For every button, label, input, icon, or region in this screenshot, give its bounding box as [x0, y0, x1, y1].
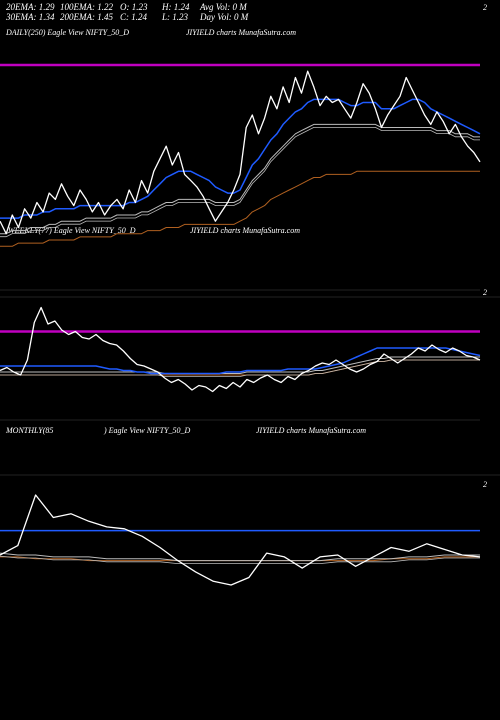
weekly-ema-blue-line [0, 347, 481, 375]
daily-ema-grey-line [0, 123, 480, 235]
avgvol-readout: Avg Vol: 0 M [200, 2, 247, 12]
daily-price-line [0, 70, 481, 235]
monthly-ema-grey-band-line [0, 555, 480, 564]
daily-panel-label: DAILY(250) Eagle View NIFTY_50_D [6, 28, 130, 37]
weekly-price-line [0, 306, 481, 393]
daily-ema-grey-band-line [0, 127, 480, 238]
monthly-panel-label: MONTHLY(85 [6, 426, 54, 435]
low-readout: L: 1.23 [162, 12, 189, 22]
monthly-top-tick: 2 [483, 480, 487, 489]
monthly-price-line [0, 494, 481, 586]
daily-source-label: JIYIELD charts MunafaSutra.com [186, 28, 296, 37]
weekly-ema-grey-band-line [0, 359, 480, 377]
daily-top-tick: 2 [483, 3, 487, 12]
close-readout: C: 1.24 [120, 12, 147, 22]
monthly-panel-label-view: ) Eagle View NIFTY_50_D [104, 426, 191, 435]
monthly-source-label: JIYIELD charts MunafaSutra.com [256, 426, 366, 435]
ema20-readout: 20EMA: 1.29 [6, 2, 55, 12]
daily-ema-brown-line [0, 170, 480, 247]
weekly-source-label: JIYIELD charts MunafaSutra.com [190, 226, 300, 235]
ema200-readout: 200EMA: 1.45 [60, 12, 113, 22]
weekly-ema-grey-line [0, 356, 480, 374]
high-readout: H: 1.24 [162, 2, 190, 12]
ema100-readout: 100EMA: 1.22 [60, 2, 113, 12]
open-readout: O: 1.23 [120, 2, 148, 12]
monthly-ema-grey-line [0, 552, 480, 562]
ema30-readout: 30EMA: 1.34 [6, 12, 55, 22]
dayvol-readout: Day Vol: 0 M [200, 12, 249, 22]
weekly-panel-label: WEEKLY(77) Eagle View NIFTY_50_D [8, 226, 136, 235]
weekly-top-tick: 2 [483, 288, 487, 297]
daily-ema-blue-line [0, 98, 481, 219]
